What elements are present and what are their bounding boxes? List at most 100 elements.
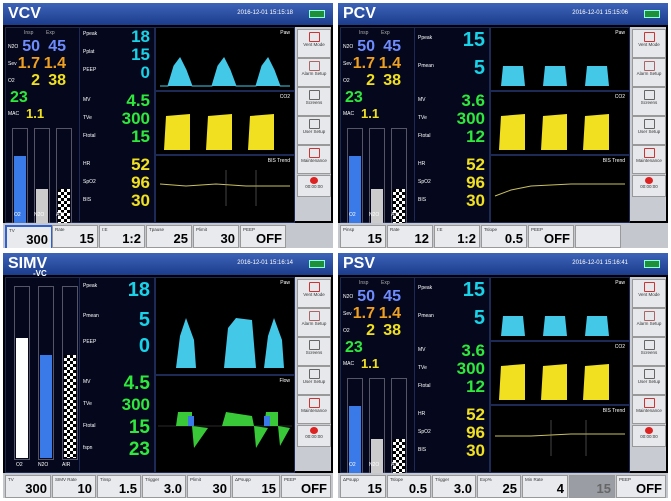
- parameter-bar: TV 300 Rate 15 I:E 1:2 Tpause 25 Plimit 30 PE…: [3, 223, 333, 248]
- vent-values: Ppeak 18 Pmean 5 PEEP 0 MV 4.5 TVe 300 F…: [79, 277, 154, 471]
- trigger-setting[interactable]: Trigger 3.0: [432, 475, 476, 498]
- trigger-setting[interactable]: Trigger 3.0: [142, 475, 186, 498]
- title-bar: PCV 2016-12-01 15:15:06: [338, 3, 668, 25]
- maintenance-button[interactable]: Maintenance: [297, 395, 331, 424]
- peep-setting[interactable]: PEEP OFF: [616, 475, 666, 498]
- vent-mode-button[interactable]: Vent Mode: [632, 279, 666, 308]
- exp-header: Exp: [46, 30, 55, 36]
- pinsp-setting[interactable]: Pinsp 15: [340, 225, 386, 248]
- pplat-value: 15: [131, 45, 150, 64]
- tv-setting[interactable]: TV 300: [5, 225, 53, 248]
- bar-label: AIR: [62, 462, 71, 468]
- value-label: TVe: [83, 115, 92, 121]
- alarm-setup-button[interactable]: Alarm Setup: [632, 308, 666, 337]
- value-label: TVe: [83, 401, 92, 407]
- min-rate-setting[interactable]: Min Rate 4: [522, 475, 568, 498]
- psupp-setting[interactable]: ΔPsupp 15: [340, 475, 386, 498]
- user-setup-button[interactable]: User Setup: [632, 366, 666, 395]
- maintenance-button[interactable]: Maintenance: [632, 145, 666, 174]
- spo2-value: 96: [131, 173, 150, 192]
- bar-label: AIR: [391, 462, 400, 468]
- value-label: MV: [418, 347, 426, 353]
- alarm-setup-button[interactable]: Alarm Setup: [297, 308, 331, 337]
- hr-value: 52: [131, 155, 150, 174]
- timer-button[interactable]: 00:00:00: [297, 425, 331, 447]
- rate-setting[interactable]: Rate 15: [52, 225, 98, 248]
- timer-icon: [310, 177, 318, 184]
- pcv-screen: PCV 2016-12-01 15:15:06 Insp Exp N2O 50 …: [338, 3, 668, 248]
- datetime: 2016-12-01 15:16:41: [572, 260, 628, 266]
- value-label: BIS: [83, 197, 92, 203]
- screens-button[interactable]: Screens: [632, 87, 666, 116]
- screens-button[interactable]: Screens: [297, 87, 331, 116]
- tinsp-setting[interactable]: Tinsp 1.5: [97, 475, 141, 498]
- vent-values: Ppeak 18 Pplat 15 PEEP 0 MV 4.5 TVe 300 …: [79, 27, 154, 221]
- insp-header: Insp: [24, 30, 34, 36]
- value-label: BIS: [418, 447, 427, 453]
- wave-title: Paw: [615, 30, 625, 36]
- plimit-setting[interactable]: Plimit 30: [193, 225, 239, 248]
- bar-label: N2O: [34, 212, 45, 218]
- peep-setting[interactable]: PEEP OFF: [281, 475, 331, 498]
- exp-percent-setting[interactable]: Exp% 25: [477, 475, 521, 498]
- alarm-setup-button[interactable]: Alarm Setup: [632, 58, 666, 87]
- maintenance-button[interactable]: Maintenance: [632, 395, 666, 424]
- peep-setting[interactable]: PEEP OFF: [240, 225, 286, 248]
- maintenance-button[interactable]: Maintenance: [297, 145, 331, 174]
- user-setup-button[interactable]: User Setup: [297, 366, 331, 395]
- side-menu: Vent Mode Alarm Setup Screens User Setup…: [295, 27, 331, 221]
- gas-panel: O2 N2O AIR: [5, 277, 155, 473]
- user-setup-button[interactable]: User Setup: [297, 116, 331, 145]
- vent-mode-button[interactable]: Vent Mode: [297, 279, 331, 308]
- spo2-value: 96: [466, 173, 485, 192]
- screens-button[interactable]: Screens: [297, 337, 331, 366]
- tve-value: 300: [456, 359, 485, 378]
- tslope-setting[interactable]: Tslope 0.5: [481, 225, 527, 248]
- psupp-setting[interactable]: ΔPsupp 15: [232, 475, 280, 498]
- ppeak-value: 18: [127, 279, 150, 301]
- gas-insp-value: 50: [357, 288, 375, 305]
- timer-button[interactable]: 00:00:00: [297, 175, 331, 197]
- alarm-setup-button[interactable]: Alarm Setup: [297, 58, 331, 87]
- gas-exp-value: 1.4: [378, 55, 401, 72]
- timer-button[interactable]: 00:00:00: [632, 175, 666, 197]
- bis-trend: BIS Trend: [490, 155, 630, 223]
- mac-label: MAC: [343, 361, 355, 367]
- tve-value: 300: [121, 109, 150, 128]
- tv-setting[interactable]: TV 300: [5, 475, 51, 498]
- parameter-bar: Pinsp 15 Rate 12 I:E 1:2 Tslope 0.5 PEEP OFF: [338, 223, 668, 248]
- user-setup-button[interactable]: User Setup: [632, 116, 666, 145]
- bar-label: O2: [16, 462, 23, 468]
- peep-setting[interactable]: PEEP OFF: [528, 225, 574, 248]
- paw-waveform: Paw: [155, 277, 295, 375]
- timer-button[interactable]: 00:00:00: [632, 425, 666, 447]
- vent-mode-button[interactable]: Vent Mode: [632, 29, 666, 58]
- rate-setting[interactable]: Rate 12: [387, 225, 433, 248]
- value-label: fspn: [83, 445, 93, 451]
- value-label: PEEP: [83, 339, 97, 345]
- screens-button[interactable]: Screens: [632, 337, 666, 366]
- value-label: SpO2: [83, 179, 96, 185]
- peep-value: 0: [140, 63, 150, 82]
- mode-title: SIMV: [8, 255, 48, 272]
- gas-insp-value: 2: [366, 322, 375, 339]
- bar-label: N2O: [38, 462, 49, 468]
- psv-screen: PSV 2016-12-01 15:16:41 Insp Exp N2O 50 …: [338, 253, 668, 498]
- ie-setting[interactable]: I:E 1:2: [99, 225, 145, 248]
- bar-label: N2O: [369, 212, 380, 218]
- ie-setting[interactable]: I:E 1:2: [434, 225, 480, 248]
- wave-title: BIS Trend: [602, 158, 625, 164]
- timer-icon: [645, 427, 653, 434]
- tpause-setting[interactable]: Tpause 25: [146, 225, 192, 248]
- side-menu: Vent Mode Alarm Setup Screens User Setup…: [295, 277, 331, 471]
- vent-mode-button[interactable]: Vent Mode: [297, 29, 331, 58]
- mac-label: MAC: [8, 111, 20, 117]
- value-label: Ppeak: [418, 35, 433, 41]
- air-bargraph: [62, 286, 78, 460]
- plimit-setting[interactable]: Plimit 30: [187, 475, 231, 498]
- simv-rate-setting[interactable]: SIMV Rate 10: [52, 475, 96, 498]
- tslope-setting[interactable]: Tslope 0.5: [387, 475, 431, 498]
- value-label: Ftotal: [83, 133, 96, 139]
- value-label: BIS: [418, 197, 427, 203]
- ppeak-value: 18: [131, 27, 150, 46]
